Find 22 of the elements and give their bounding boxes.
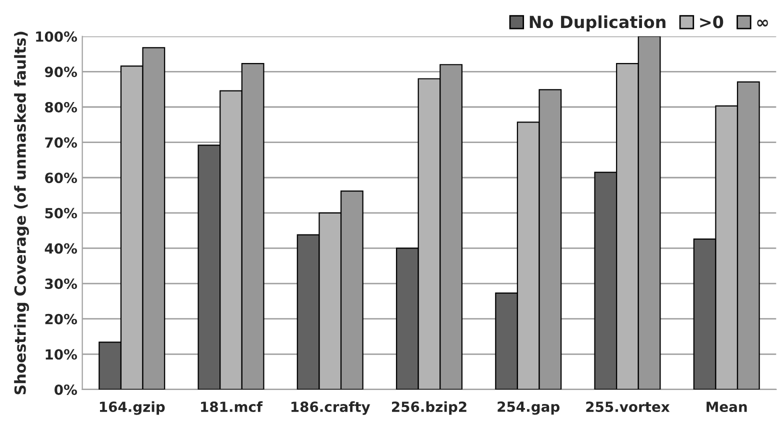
x-tick-label: 254.gap [498,401,560,415]
y-tick-label: 80% [45,102,78,112]
y-tick-label: 0% [54,384,78,395]
y-tick-label: 50% [45,208,78,218]
x-tick-label: 256.bzip2 [392,401,466,415]
x-tick-label: 164.gzip [100,401,165,415]
y-tick-label: 100% [36,31,78,42]
legend-label: >0 [700,16,724,28]
y-tick-label: 20% [45,314,78,324]
x-tick-label: 255.vortex [586,402,670,412]
y-tick-label: 10% [46,349,78,360]
x-tick-label: Mean [706,402,747,412]
x-tick-label: 186.crafty [291,401,370,415]
y-tick-label: 40% [44,243,78,254]
y-tick-label: 30% [45,278,78,290]
y-tick-label: 90% [44,66,78,78]
y-tick-label: 60% [45,172,78,184]
y-axis-title: Shoestring Coverage (of unmasked faults) [14,32,29,394]
legend-label: No Duplication [530,15,666,32]
legend-label: ∞ [757,20,768,27]
y-tick-label: 70% [45,137,78,148]
x-tick-label: 181.mcf [201,401,263,412]
